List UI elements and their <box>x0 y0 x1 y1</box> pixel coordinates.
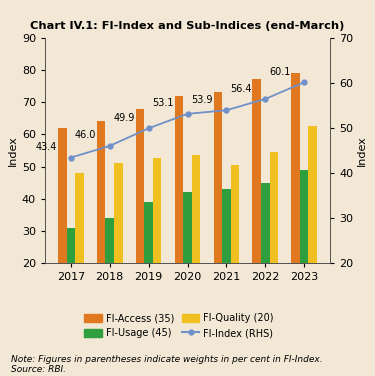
Bar <box>66 228 75 327</box>
Text: 56.4: 56.4 <box>230 83 252 94</box>
Text: 53.1: 53.1 <box>152 99 174 108</box>
Bar <box>291 73 300 327</box>
Bar <box>231 165 239 327</box>
Bar <box>309 126 317 327</box>
Bar <box>214 92 222 327</box>
Bar <box>136 109 144 327</box>
Bar <box>144 202 153 327</box>
Text: 46.0: 46.0 <box>75 130 96 141</box>
Bar <box>114 163 123 327</box>
Title: Chart IV.1: FI-Index and Sub-Indices (end-March): Chart IV.1: FI-Index and Sub-Indices (en… <box>30 21 345 31</box>
Line: FI-Index (RHS): FI-Index (RHS) <box>68 80 307 160</box>
Bar <box>252 79 261 327</box>
Bar <box>270 152 278 327</box>
Text: 43.4: 43.4 <box>36 142 57 152</box>
Bar <box>192 155 200 327</box>
Bar <box>75 173 84 327</box>
Bar <box>261 183 270 327</box>
Y-axis label: Index: Index <box>8 135 18 166</box>
FI-Index (RHS) <box>224 108 229 112</box>
Text: 49.9: 49.9 <box>114 113 135 123</box>
Bar <box>300 170 309 327</box>
Bar <box>175 96 183 327</box>
Legend: FI-Access (35), FI-Usage (45), FI-Quality (20), FI-Index (RHS): FI-Access (35), FI-Usage (45), FI-Qualit… <box>84 313 274 338</box>
Y-axis label: Index: Index <box>357 135 368 166</box>
FI-Index (RHS) <box>263 97 267 101</box>
Bar <box>97 121 105 327</box>
Bar <box>183 192 192 327</box>
FI-Index (RHS) <box>69 155 73 160</box>
FI-Index (RHS) <box>302 80 306 85</box>
Text: 60.1: 60.1 <box>269 67 291 77</box>
FI-Index (RHS) <box>185 112 190 116</box>
Bar <box>222 189 231 327</box>
Bar <box>58 128 66 327</box>
FI-Index (RHS) <box>146 126 151 130</box>
Text: Note: Figures in parentheses indicate weights in per cent in FI-Index.
Source: R: Note: Figures in parentheses indicate we… <box>11 355 323 374</box>
Text: 53.9: 53.9 <box>191 95 213 105</box>
Bar <box>105 218 114 327</box>
Bar <box>153 158 161 327</box>
FI-Index (RHS) <box>108 144 112 148</box>
